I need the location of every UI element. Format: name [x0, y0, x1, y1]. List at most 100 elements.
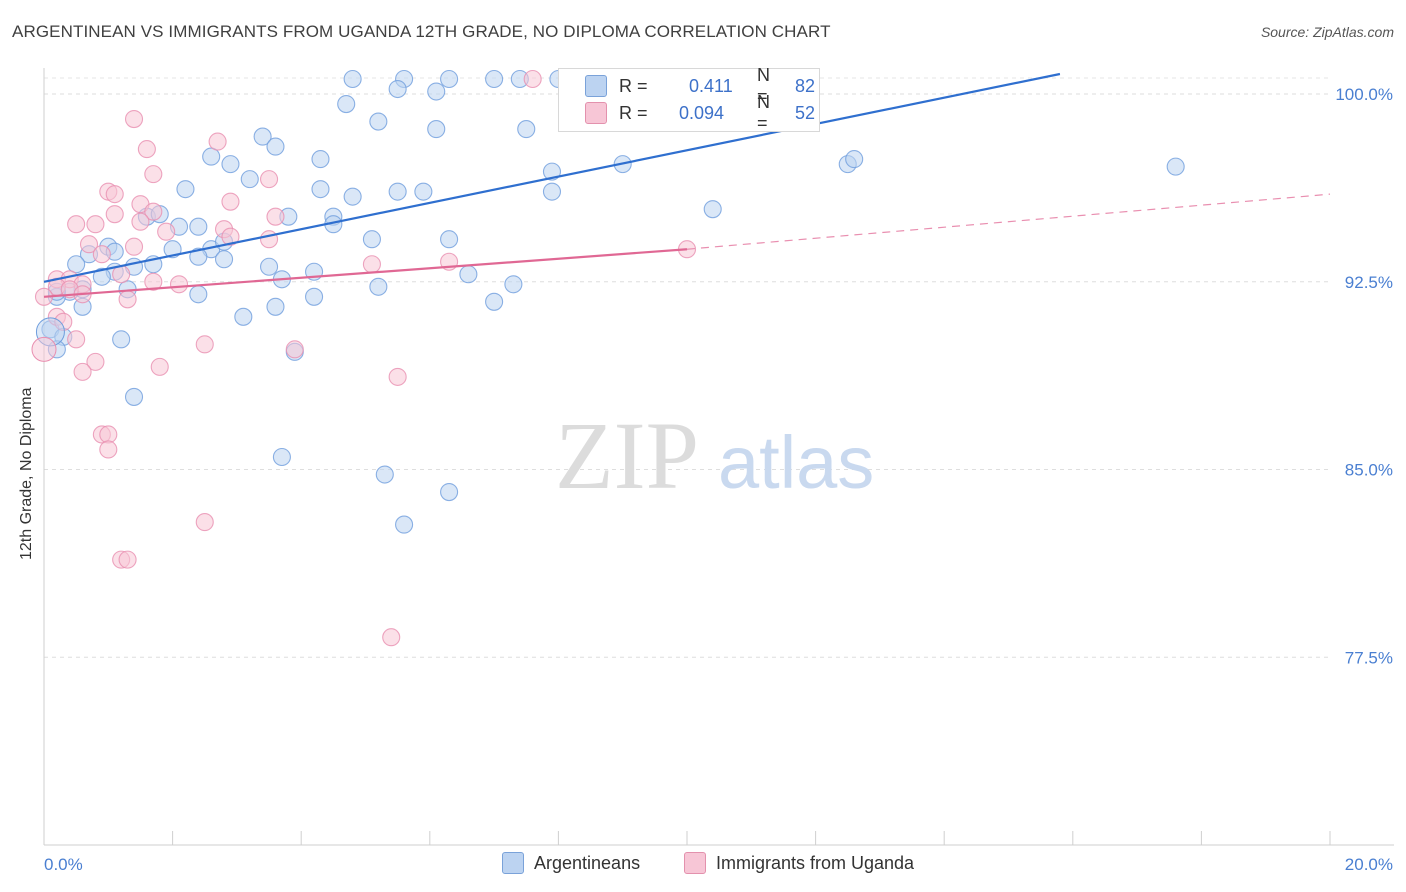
- point-argentineans: [343, 69, 362, 89]
- trendline-argentineans: [43, 72, 1061, 283]
- y-tick-label: 92.5%: [1345, 273, 1393, 292]
- point-argentineans: [337, 94, 356, 114]
- point-argentineans: [266, 297, 285, 316]
- point-argentineans: [542, 162, 562, 181]
- legend-item-uganda[interactable]: Immigrants from Uganda: [684, 852, 914, 874]
- point-argentineans: [234, 307, 253, 326]
- x-tick-label-max: 20.0%: [1345, 855, 1393, 874]
- point-uganda-cluster: [31, 336, 57, 362]
- point-argentineans: [845, 150, 864, 169]
- point-argentineans: [176, 180, 195, 199]
- stats-n-label: N =: [757, 92, 770, 133]
- point-argentineans: [202, 147, 221, 166]
- point-uganda: [144, 165, 163, 184]
- axis-layer: [43, 68, 1394, 846]
- stats-r-label: R =: [619, 102, 648, 123]
- point-uganda: [382, 628, 401, 647]
- point-uganda: [79, 235, 99, 254]
- point-argentineans: [259, 257, 279, 276]
- point-uganda: [195, 335, 214, 354]
- point-uganda: [259, 170, 279, 189]
- trendline-uganda: [43, 248, 688, 298]
- point-argentineans: [703, 200, 722, 219]
- trendline-uganda-extension: [686, 193, 1331, 250]
- point-argentineans: [395, 515, 414, 534]
- y-tick-label: 85.0%: [1345, 461, 1393, 480]
- point-uganda: [124, 110, 144, 129]
- point-argentineans: [240, 170, 259, 189]
- stats-box: R = 0.411 N = 82 R = 0.094 N = 52: [558, 65, 820, 133]
- point-uganda: [99, 440, 118, 459]
- point-argentineans: [427, 120, 446, 139]
- point-argentineans: [112, 330, 131, 349]
- point-argentineans: [67, 255, 86, 274]
- point-argentineans: [440, 69, 459, 89]
- stats-r-label: R =: [619, 75, 648, 96]
- point-uganda: [150, 357, 169, 376]
- point-uganda: [144, 202, 163, 221]
- point-argentineans: [485, 69, 504, 89]
- point-argentineans: [388, 79, 407, 99]
- watermark-atlas: atlas: [718, 421, 874, 504]
- point-argentineans: [375, 465, 394, 484]
- point-uganda: [169, 275, 189, 294]
- point-uganda: [99, 425, 118, 444]
- point-uganda: [137, 140, 156, 159]
- stats-n-label: N =: [757, 65, 770, 106]
- point-uganda: [118, 290, 137, 309]
- point-argentineans: [459, 265, 478, 284]
- stats-r-value: 0.094: [679, 102, 725, 123]
- point-argentineans: [189, 217, 208, 236]
- point-uganda: [157, 222, 176, 241]
- source-label: Source: ZipAtlas.com: [1260, 24, 1394, 40]
- point-uganda: [388, 367, 407, 386]
- legend-item-argentineans[interactable]: Argentineans: [502, 852, 640, 874]
- point-uganda: [523, 69, 542, 89]
- point-argentineans: [163, 240, 182, 259]
- point-uganda: [86, 352, 105, 371]
- chart-title: ARGENTINEAN VS IMMIGRANTS FROM UGANDA 12…: [12, 22, 831, 41]
- point-uganda: [208, 132, 227, 151]
- stats-n-value: 52: [795, 102, 816, 123]
- point-uganda: [92, 245, 111, 264]
- point-argentineans: [92, 267, 111, 286]
- y-axis-label: 12th Grade, No Diploma: [18, 387, 35, 560]
- point-uganda: [86, 215, 105, 234]
- point-argentineans: [504, 275, 523, 294]
- point-argentineans: [311, 150, 330, 169]
- point-argentineans: [440, 230, 459, 249]
- point-argentineans: [189, 247, 208, 266]
- point-uganda: [221, 192, 240, 211]
- stats-swatch-blue: [585, 75, 607, 97]
- point-argentineans: [343, 187, 362, 206]
- legend-label-argentineans: Argentineans: [534, 852, 641, 873]
- point-argentineans: [369, 112, 388, 131]
- point-argentineans: [311, 180, 330, 199]
- point-uganda: [131, 212, 150, 231]
- points-layer: [31, 69, 1185, 647]
- y-tick-label: 100.0%: [1335, 85, 1393, 104]
- stats-swatch-pink: [585, 102, 607, 124]
- point-uganda: [124, 237, 144, 256]
- point-uganda: [67, 215, 86, 234]
- tick-label-layer: 100.0% 92.5% 85.0% 77.5% 0.0% 20.0%: [44, 85, 1393, 874]
- point-argentineans: [214, 250, 234, 269]
- point-uganda: [285, 340, 304, 359]
- x-tick-label-min: 0.0%: [44, 855, 83, 874]
- point-uganda: [144, 272, 163, 291]
- stats-n-value: 82: [795, 75, 816, 96]
- point-uganda: [195, 513, 214, 532]
- legend-swatch-argentineans: [502, 852, 524, 874]
- point-argentineans: [542, 182, 562, 201]
- point-argentineans: [272, 447, 291, 467]
- point-argentineans: [305, 287, 324, 306]
- watermark: ZIP atlas: [555, 402, 874, 509]
- point-argentineans: [124, 387, 144, 406]
- point-argentineans: [253, 127, 272, 146]
- point-uganda: [67, 330, 86, 349]
- point-uganda: [259, 230, 279, 249]
- point-argentineans: [440, 482, 459, 502]
- watermark-zip: ZIP: [555, 402, 699, 509]
- point-argentineans: [189, 285, 208, 304]
